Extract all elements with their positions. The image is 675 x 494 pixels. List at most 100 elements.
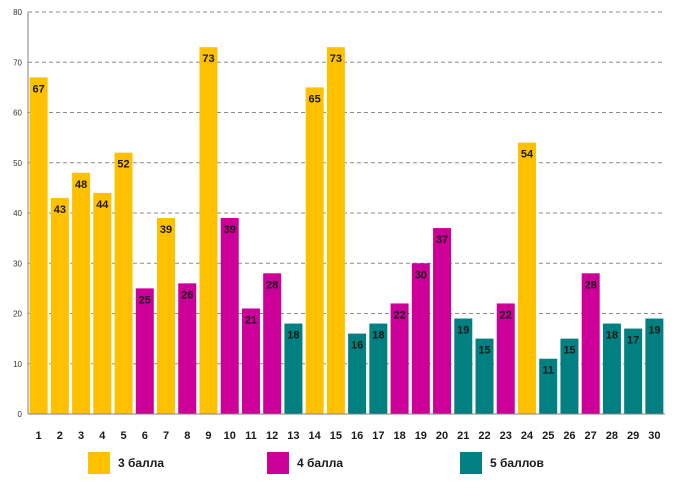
bar-14	[305, 87, 324, 414]
data-label-24: 54	[521, 149, 534, 161]
bar-18	[390, 303, 409, 414]
x-tick-label-10: 10	[224, 430, 236, 442]
x-tick-label-27: 27	[585, 430, 597, 442]
bar-1	[29, 77, 48, 414]
x-tick-label-8: 8	[184, 430, 190, 442]
y-tick-label-70: 70	[13, 58, 22, 67]
x-tick-label-13: 13	[287, 430, 299, 442]
data-label-13: 18	[287, 330, 299, 342]
y-tick-label-50: 50	[13, 159, 22, 168]
y-tick-label-40: 40	[13, 209, 22, 218]
x-tick-label-30: 30	[648, 430, 660, 442]
bar-12	[263, 273, 282, 414]
data-label-4: 44	[96, 199, 109, 211]
bar-2	[50, 197, 69, 414]
data-label-5: 52	[117, 159, 129, 171]
bar-3	[72, 172, 91, 414]
bar-19	[411, 263, 430, 414]
x-tick-label-19: 19	[415, 430, 427, 442]
bar-20	[433, 228, 452, 414]
x-tick-label-22: 22	[478, 430, 490, 442]
bar-4	[93, 192, 112, 414]
data-label-21: 19	[457, 325, 469, 337]
legend-swatch-4-balla	[267, 452, 289, 474]
bar-17	[369, 323, 388, 414]
data-label-9: 73	[202, 53, 214, 65]
data-label-12: 28	[266, 279, 278, 291]
legend-swatch-3-balla	[88, 452, 110, 474]
data-label-14: 65	[309, 93, 321, 105]
data-label-11: 21	[245, 314, 257, 326]
legend-item-3-balla: 3 балла	[88, 451, 164, 475]
data-label-25: 11	[542, 365, 554, 377]
data-label-30: 19	[648, 325, 660, 337]
x-tick-label-1: 1	[36, 430, 42, 442]
axes	[27, 12, 665, 415]
bar-8	[178, 283, 197, 414]
y-tick-label-30: 30	[13, 259, 22, 268]
bar-26	[560, 338, 579, 414]
x-tick-label-26: 26	[563, 430, 575, 442]
x-tick-label-16: 16	[351, 430, 363, 442]
x-tick-label-18: 18	[393, 430, 405, 442]
x-tick-label-4: 4	[99, 430, 106, 442]
x-tick-label-28: 28	[606, 430, 618, 442]
y-tick-label-10: 10	[13, 360, 22, 369]
x-tick-label-7: 7	[163, 430, 169, 442]
y-tick-label-60: 60	[13, 109, 22, 118]
data-label-27: 28	[585, 279, 597, 291]
data-label-28: 18	[606, 330, 618, 342]
data-label-20: 37	[436, 234, 448, 246]
x-tick-label-5: 5	[120, 430, 126, 442]
bar-29	[624, 328, 643, 414]
x-tick-label-20: 20	[436, 430, 448, 442]
data-label-6: 25	[139, 294, 151, 306]
data-label-2: 43	[54, 204, 66, 216]
legend-item-4-balla: 4 балла	[267, 451, 343, 475]
x-tick-label-9: 9	[205, 430, 211, 442]
gridlines	[28, 11, 665, 365]
bar-13	[284, 323, 303, 414]
data-label-16: 16	[351, 340, 363, 352]
legend-label-3-balla: 3 балла	[118, 456, 165, 470]
data-label-29: 17	[627, 335, 639, 347]
bar-7	[157, 218, 176, 414]
bar-22	[475, 338, 494, 414]
bar-27	[581, 273, 600, 414]
x-tick-label-21: 21	[457, 430, 469, 442]
data-label-1: 67	[32, 83, 44, 95]
data-label-26: 15	[563, 345, 575, 357]
bar-11	[241, 308, 260, 414]
bar-16	[348, 333, 367, 414]
data-label-7: 39	[160, 224, 172, 236]
data-label-18: 22	[393, 309, 405, 321]
x-tick-label-14: 14	[309, 430, 322, 442]
x-tick-label-23: 23	[500, 430, 512, 442]
x-tick-label-3: 3	[78, 430, 84, 442]
x-tick-label-12: 12	[266, 430, 278, 442]
data-label-17: 18	[372, 330, 384, 342]
data-label-22: 15	[478, 345, 490, 357]
bar-23	[496, 303, 515, 414]
data-label-23: 22	[500, 309, 512, 321]
legend-item-5-ballov: 5 баллов	[460, 451, 544, 475]
bars	[29, 47, 664, 415]
bar-9	[199, 47, 218, 415]
x-tick-label-25: 25	[542, 430, 554, 442]
bar-15	[326, 47, 345, 415]
bar-21	[454, 318, 473, 414]
data-label-15: 73	[330, 53, 342, 65]
x-tick-label-6: 6	[142, 430, 148, 442]
y-tick-label-20: 20	[13, 310, 22, 319]
legend-label-5-ballov: 5 баллов	[490, 456, 544, 470]
y-tick-label-0: 0	[18, 410, 23, 419]
data-label-19: 30	[415, 269, 427, 281]
bar-5	[114, 152, 133, 414]
legend-swatch-5-ballov	[460, 452, 482, 474]
bar-28	[602, 323, 621, 414]
x-tick-label-24: 24	[521, 430, 534, 442]
legend-label-4-balla: 4 балла	[297, 456, 344, 470]
y-tick-label-80: 80	[13, 8, 22, 17]
